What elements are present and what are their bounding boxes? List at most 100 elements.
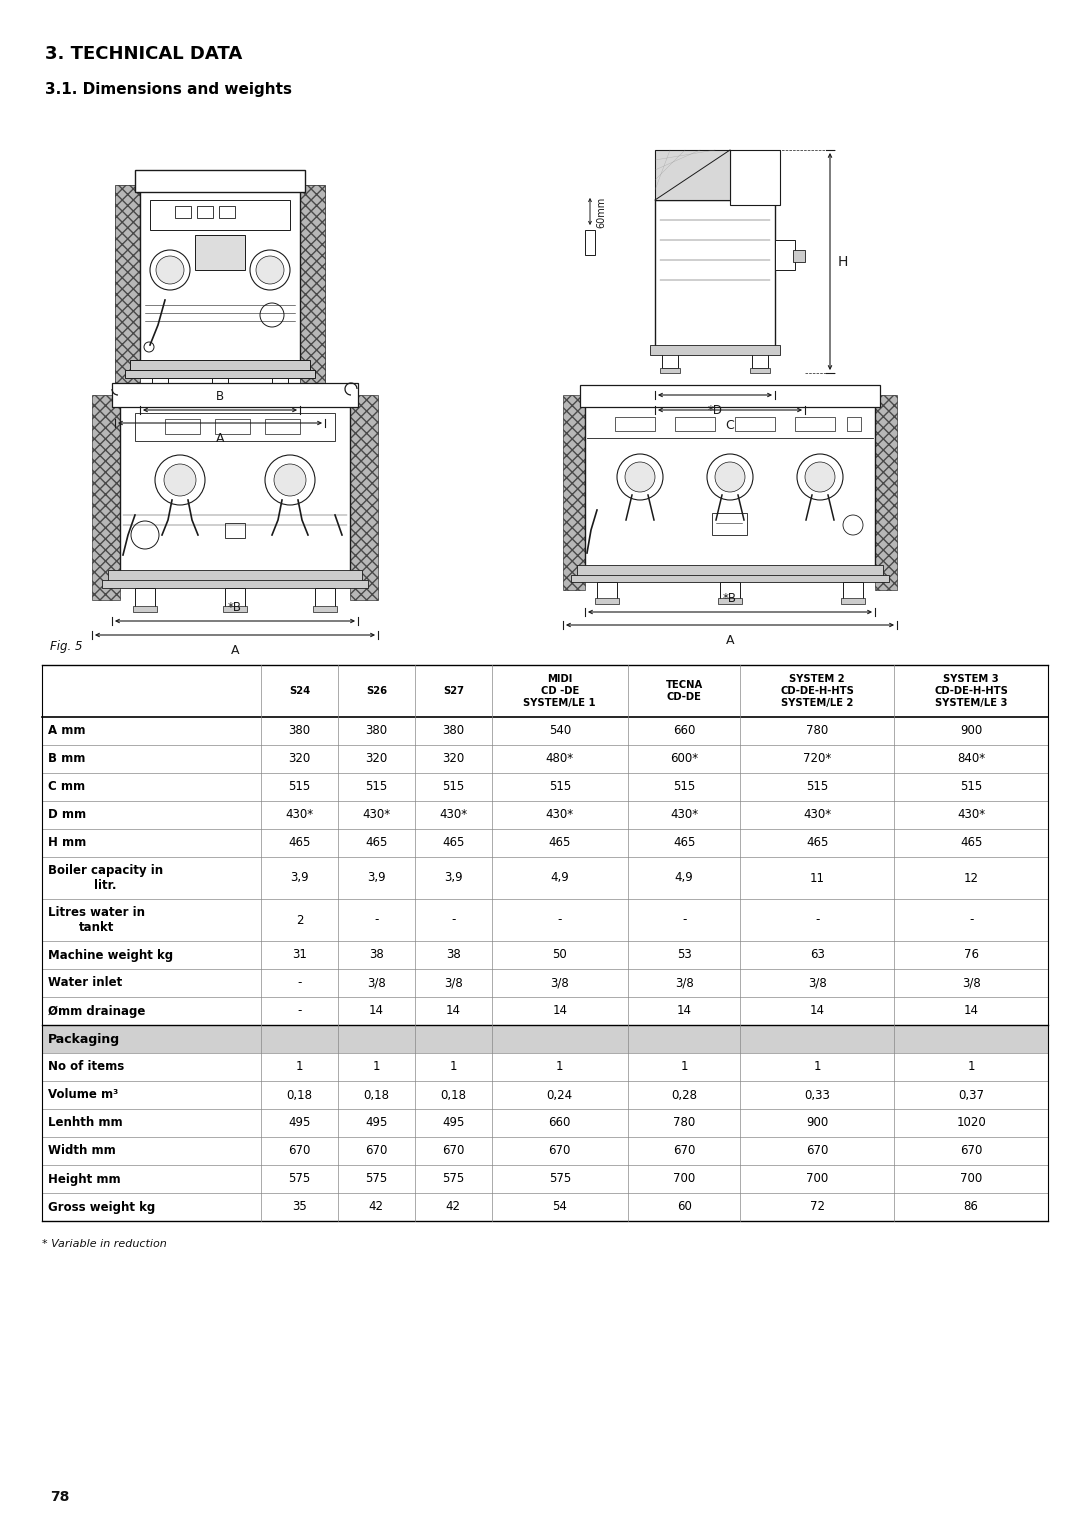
Text: 430*: 430* xyxy=(362,808,390,822)
Text: B mm: B mm xyxy=(48,752,85,766)
Text: -: - xyxy=(969,914,973,926)
Bar xyxy=(133,607,157,613)
Bar xyxy=(718,597,742,604)
Circle shape xyxy=(156,257,184,284)
Text: Machine weight kg: Machine weight kg xyxy=(48,949,173,961)
Text: 430*: 430* xyxy=(804,808,832,822)
Text: 670: 670 xyxy=(365,1144,388,1158)
Circle shape xyxy=(164,465,195,497)
Text: 670: 670 xyxy=(288,1144,311,1158)
Text: Fig. 5: Fig. 5 xyxy=(50,640,82,652)
Text: 515: 515 xyxy=(960,781,982,793)
Bar xyxy=(150,200,291,231)
Text: 380: 380 xyxy=(365,724,388,738)
Circle shape xyxy=(274,465,306,497)
Text: 0,18: 0,18 xyxy=(363,1088,390,1102)
Text: 60: 60 xyxy=(677,1201,691,1213)
Bar xyxy=(730,150,780,205)
Bar xyxy=(130,361,310,371)
Text: 720*: 720* xyxy=(804,752,832,766)
Text: Gross weight kg: Gross weight kg xyxy=(48,1201,156,1213)
Text: A: A xyxy=(216,432,225,445)
Bar xyxy=(210,394,230,399)
Text: 63: 63 xyxy=(810,949,825,961)
Text: 495: 495 xyxy=(365,1117,388,1129)
Text: A: A xyxy=(231,643,240,657)
Text: 465: 465 xyxy=(549,836,571,850)
Bar xyxy=(662,350,678,368)
Text: 430*: 430* xyxy=(670,808,698,822)
Bar xyxy=(165,419,200,434)
Text: 53: 53 xyxy=(677,949,691,961)
Text: 1020: 1020 xyxy=(956,1117,986,1129)
Text: 465: 465 xyxy=(288,836,311,850)
Text: A mm: A mm xyxy=(48,724,85,738)
Text: Lenhth mm: Lenhth mm xyxy=(48,1117,123,1129)
Text: SYSTEM 2
CD-DE-H-HTS
SYSTEM/LE 2: SYSTEM 2 CD-DE-H-HTS SYSTEM/LE 2 xyxy=(780,674,854,707)
Text: 465: 465 xyxy=(673,836,696,850)
Text: 670: 670 xyxy=(960,1144,982,1158)
Text: 60mm: 60mm xyxy=(596,197,606,228)
Text: 1: 1 xyxy=(373,1060,380,1074)
Bar xyxy=(222,607,247,613)
Text: Ømm drainage: Ømm drainage xyxy=(48,1004,146,1018)
Text: 430*: 430* xyxy=(440,808,468,822)
Bar xyxy=(675,417,715,431)
Text: 3/8: 3/8 xyxy=(551,976,569,990)
Text: H: H xyxy=(838,255,849,269)
Text: S27: S27 xyxy=(443,686,463,695)
Text: 3. TECHNICAL DATA: 3. TECHNICAL DATA xyxy=(45,44,242,63)
Text: -: - xyxy=(557,914,562,926)
Text: 670: 670 xyxy=(673,1144,696,1158)
Text: 575: 575 xyxy=(288,1172,311,1186)
Text: *B: *B xyxy=(228,601,242,614)
Text: No of items: No of items xyxy=(48,1060,124,1074)
Text: 515: 515 xyxy=(442,781,464,793)
Bar xyxy=(125,370,315,377)
Text: 3,9: 3,9 xyxy=(291,871,309,885)
Bar xyxy=(272,377,288,396)
Text: 14: 14 xyxy=(446,1004,461,1018)
Text: 14: 14 xyxy=(552,1004,567,1018)
Text: 575: 575 xyxy=(442,1172,464,1186)
Text: 430*: 430* xyxy=(545,808,573,822)
Bar xyxy=(775,240,795,270)
Text: C mm: C mm xyxy=(48,781,85,793)
Text: 670: 670 xyxy=(442,1144,464,1158)
Bar xyxy=(650,345,780,354)
Polygon shape xyxy=(654,150,730,200)
Text: C: C xyxy=(726,419,734,432)
Text: 4,9: 4,9 xyxy=(551,871,569,885)
Text: 0,28: 0,28 xyxy=(671,1088,697,1102)
Circle shape xyxy=(249,251,291,290)
Text: 38: 38 xyxy=(446,949,461,961)
Bar xyxy=(135,170,305,193)
Text: TECNA
CD-DE: TECNA CD-DE xyxy=(665,680,703,701)
Text: Width mm: Width mm xyxy=(48,1144,116,1158)
Text: 840*: 840* xyxy=(957,752,985,766)
Bar xyxy=(315,588,335,608)
Circle shape xyxy=(131,521,159,549)
Text: 0,18: 0,18 xyxy=(441,1088,467,1102)
Bar xyxy=(219,206,235,219)
Circle shape xyxy=(625,461,654,492)
Text: Water inlet: Water inlet xyxy=(48,976,122,990)
Bar xyxy=(580,385,880,406)
Text: 465: 465 xyxy=(442,836,464,850)
Bar xyxy=(120,405,350,575)
Text: B: B xyxy=(216,390,224,403)
Bar xyxy=(175,206,191,219)
Circle shape xyxy=(797,454,843,500)
Text: H mm: H mm xyxy=(48,836,86,850)
Text: 3/8: 3/8 xyxy=(961,976,981,990)
Text: 600*: 600* xyxy=(670,752,698,766)
Text: 320: 320 xyxy=(442,752,464,766)
Text: 86: 86 xyxy=(963,1201,978,1213)
Bar xyxy=(270,394,291,399)
Bar xyxy=(841,597,865,604)
Bar xyxy=(212,377,228,396)
Text: 515: 515 xyxy=(806,781,828,793)
Bar xyxy=(654,200,775,350)
Bar xyxy=(563,396,585,590)
Text: 660: 660 xyxy=(673,724,696,738)
